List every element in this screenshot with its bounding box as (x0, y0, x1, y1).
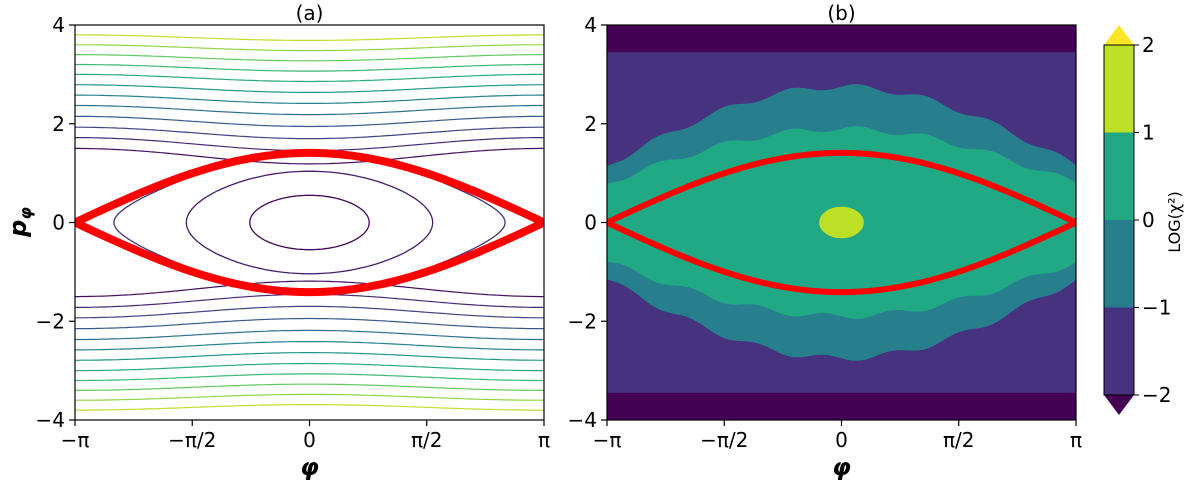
x-ticks-a: −π −π/2 0 π/2 π (61, 420, 550, 452)
y-tick-label-0: −4 (36, 408, 65, 432)
x-tick-label-0: −π (61, 428, 90, 452)
contour-upper-4 (75, 104, 544, 116)
y-tick-label-0: −4 (568, 408, 597, 432)
contour-upper-1 (75, 137, 544, 152)
x-tick-label-4: π (1070, 428, 1082, 452)
colorbar: 2 1 0 −1 −2 (1103, 25, 1171, 415)
contour-upper-11 (75, 34, 544, 41)
contour-upper-7 (75, 73, 544, 83)
colorbar-band-0 (1104, 307, 1134, 395)
contour-inner-1 (185, 170, 434, 275)
filled-contours (607, 25, 1076, 420)
contour-upper-3 (75, 115, 544, 128)
contour-inner-0 (249, 194, 370, 251)
panel-a-title: (a) (296, 1, 324, 25)
separatrix-a (75, 148, 544, 297)
separatrix-upper-b (607, 149, 1076, 226)
region-level-below-minus2-bottom (607, 392, 1076, 420)
contour-upper-2 (75, 126, 544, 140)
contour-upper-6 (75, 84, 544, 93)
y-tick-label-2: 0 (52, 211, 65, 235)
contour-lower-1 (75, 293, 544, 308)
x-axis-label-b: φ (832, 453, 851, 480)
y-tick-label-2: 0 (584, 211, 597, 235)
y-tick-label-3: 2 (52, 112, 65, 136)
contour-inner-2 (113, 154, 506, 291)
y-tick-label-1: −2 (568, 309, 597, 333)
y-tick-label-4: 4 (584, 13, 597, 37)
colorbar-band-3 (1104, 45, 1134, 133)
y-axis-label-a: pφ (4, 207, 35, 238)
contour-upper-5 (75, 94, 544, 104)
x-tick-label-1: −π/2 (168, 428, 216, 452)
x-tick-label-1: −π/2 (700, 428, 748, 452)
y-ticks-a: −4 −2 0 2 4 (36, 13, 75, 432)
contour-lower-9 (75, 383, 544, 391)
contour-upper-9 (75, 54, 544, 62)
x-axis-label-a: φ (300, 453, 319, 480)
region-level-below-minus2-top (607, 25, 1076, 53)
separatrix-b (607, 149, 1076, 296)
colorbar-tick-label-2: 0 (1142, 208, 1155, 232)
contour-lower-0 (75, 280, 544, 298)
contour-lower-5 (75, 341, 544, 351)
x-tick-label-3: π/2 (411, 428, 443, 452)
separatrix-lower-a (75, 218, 544, 297)
x-tick-label-2: 0 (835, 428, 848, 452)
x-ticks-b: −π −π/2 0 π/2 π (593, 420, 1082, 452)
x-tick-label-0: −π (593, 428, 622, 452)
y-tick-label-4: 4 (52, 13, 65, 37)
x-tick-label-3: π/2 (943, 428, 975, 452)
colorbar-tick-label-4: −2 (1142, 383, 1171, 407)
central-blob (819, 206, 864, 239)
separatrix-upper-a (75, 148, 544, 227)
panel-a: (a) −π −π/2 0 π/2 π −4 −2 0 2 4 φ pφ (4, 1, 550, 480)
colorbar-band-2 (1104, 132, 1134, 220)
colorbar-tick-label-3: −1 (1142, 296, 1171, 320)
colorbar-extend-top (1104, 25, 1134, 45)
contour-upper-10 (75, 44, 544, 52)
panel-b-title: (b) (827, 1, 855, 25)
y-ticks-b: −4 −2 0 2 4 (568, 13, 607, 432)
colorbar-extend-bottom (1104, 395, 1134, 415)
x-tick-label-2: 0 (303, 428, 316, 452)
contour-lower-6 (75, 352, 544, 361)
contour-lower-2 (75, 305, 544, 319)
y-tick-label-3: 2 (584, 112, 597, 136)
contour-lower-4 (75, 329, 544, 341)
colorbar-tick-label-1: 1 (1142, 121, 1155, 145)
separatrix-lower-b (607, 219, 1076, 296)
colorbar-tick-label-0: 2 (1142, 33, 1155, 57)
contour-lines (75, 34, 544, 411)
contour-upper-0 (75, 147, 544, 165)
contour-lower-8 (75, 373, 544, 382)
contour-upper-8 (75, 63, 544, 72)
colorbar-band-1 (1104, 220, 1134, 308)
contour-lower-11 (75, 404, 544, 411)
y-tick-label-1: −2 (36, 309, 65, 333)
contour-lower-10 (75, 393, 544, 401)
plot-frame-a (74, 24, 545, 421)
colorbar-label: LOG(χ²) (1165, 191, 1184, 252)
x-tick-label-4: π (538, 428, 550, 452)
contour-lower-7 (75, 362, 544, 372)
contour-lower-3 (75, 317, 544, 330)
panel-b: (b) −π −π/2 0 π/2 π −4 −2 0 2 4 φ (568, 1, 1083, 480)
